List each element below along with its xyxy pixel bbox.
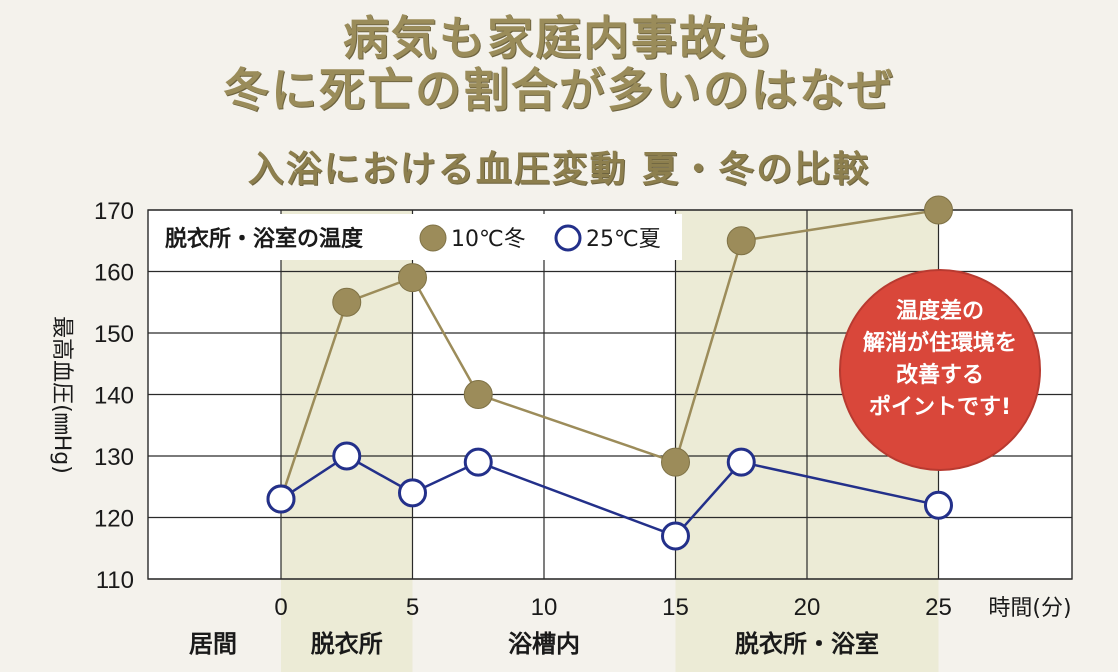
y-tick-label: 130 xyxy=(94,444,134,471)
annotation-bubble xyxy=(839,269,1041,471)
data-point xyxy=(332,287,362,317)
x-tick-label: 15 xyxy=(662,594,689,621)
legend-label-winter: 10℃冬 xyxy=(451,227,526,252)
x-tick-label: 5 xyxy=(406,594,419,621)
data-point xyxy=(463,447,493,477)
data-point xyxy=(661,447,690,477)
x-tick-label: 20 xyxy=(794,594,821,621)
x-tick-label: 0 xyxy=(274,594,287,621)
y-tick-label: 110 xyxy=(96,567,134,594)
title-line-2: 冬に死亡の割合が多いのはなぜ xyxy=(223,63,895,117)
data-point xyxy=(398,478,427,508)
y-tick-label: 140 xyxy=(94,383,134,410)
data-point xyxy=(332,441,362,471)
legend-marker-summer xyxy=(554,224,582,252)
title-line-1: 病気も家庭内事故も xyxy=(343,11,775,65)
y-tick-label: 160 xyxy=(94,260,134,287)
legend-label-summer: 25℃夏 xyxy=(586,227,661,252)
y-tick-label: 150 xyxy=(94,321,134,348)
data-point xyxy=(726,226,756,256)
annotation-text: 温度差の xyxy=(896,298,984,324)
data-point xyxy=(463,380,493,409)
data-point xyxy=(924,195,953,225)
legend-marker-winter xyxy=(419,224,447,252)
y-axis-label: 最高血圧(㎜Hg) xyxy=(49,316,74,474)
plot-border xyxy=(147,209,1073,580)
data-point xyxy=(661,521,690,551)
data-point xyxy=(924,490,953,520)
phase-label: 脱衣所・浴室 xyxy=(735,630,879,658)
y-tick-label: 120 xyxy=(94,506,134,533)
phase-label: 居間 xyxy=(189,630,237,658)
legend-title: 脱衣所・浴室の温度 xyxy=(165,226,364,252)
annotation-text: 改善する xyxy=(896,362,984,388)
data-point xyxy=(398,263,427,293)
y-tick-label: 170 xyxy=(94,198,134,225)
x-tick-label: 10 xyxy=(531,594,558,621)
annotation-text: ポイントです! xyxy=(869,394,1011,420)
title-line-3: 入浴における血圧変動 夏・冬の比較 xyxy=(247,149,871,190)
phase-label: 脱衣所 xyxy=(311,630,383,658)
x-tick-label: 25 xyxy=(925,594,952,621)
annotation-text: 解消が住環境を xyxy=(863,330,1017,356)
phase-label: 浴槽内 xyxy=(508,630,580,658)
data-point xyxy=(266,484,296,514)
data-point xyxy=(726,447,756,477)
legend-box xyxy=(152,214,682,260)
x-axis-label: 時間(分) xyxy=(988,596,1071,621)
